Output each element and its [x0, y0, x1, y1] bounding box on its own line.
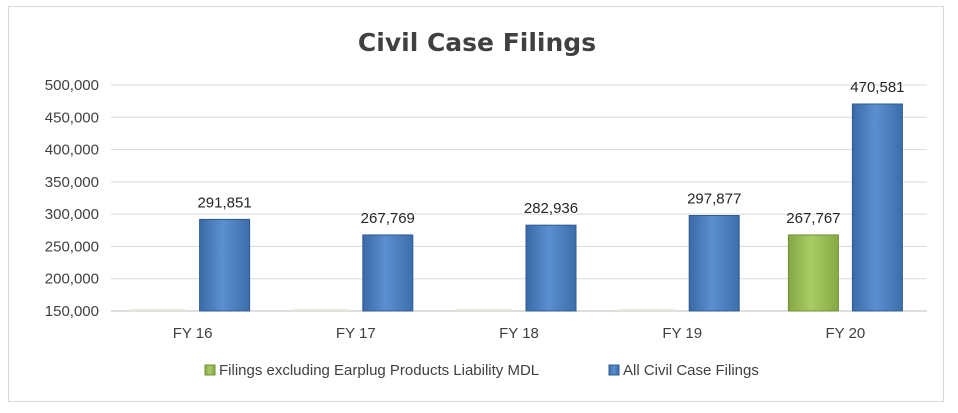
legend-label: Filings excluding Earplug Products Liabi… — [219, 362, 539, 379]
x-tick-label: FY 16 — [173, 325, 213, 342]
data-label: 267,769 — [361, 210, 415, 227]
chart-title: Civil Case Filings — [358, 28, 596, 57]
bar-all-civil-4 — [851, 103, 903, 312]
y-tick-label: 350,000 — [45, 174, 99, 191]
data-label: 470,581 — [850, 79, 904, 96]
y-tick-label: 200,000 — [45, 271, 99, 288]
civil-case-filings-chart: Civil Case Filings 150,000 200,000 250,000… — [45, 28, 927, 379]
data-label: 291,851 — [197, 194, 251, 211]
data-labels: 291,851 267,769 282,936 297,877 267,767 470,5… — [197, 79, 904, 227]
data-label: 267,767 — [786, 210, 840, 227]
bar-all-civil-2 — [525, 224, 577, 312]
data-label: 297,877 — [687, 191, 741, 208]
y-tick-label: 450,000 — [45, 109, 99, 126]
x-tick-label: FY 17 — [336, 325, 376, 342]
legend-swatch — [608, 364, 620, 376]
legend: Filings excluding Earplug Products Liabi… — [204, 362, 759, 379]
bar-all-civil-0 — [199, 218, 251, 312]
x-tick-label: FY 18 — [499, 325, 539, 342]
data-label: 282,936 — [524, 200, 578, 217]
x-axis-ticks: FY 16 FY 17 FY 18 FY 19 FY 20 — [173, 325, 866, 342]
bar-excluding-mdl-4 — [787, 234, 839, 312]
y-axis-ticks: 150,000 200,000 250,000 300,000 350,000 400,0… — [45, 77, 99, 320]
chart-frame: Civil Case Filings 150,000 200,000 250,000… — [8, 6, 944, 402]
legend-label: All Civil Case Filings — [623, 362, 759, 379]
bar-all-civil-3 — [688, 215, 740, 312]
y-tick-label: 300,000 — [45, 206, 99, 223]
bar-all-civil-1 — [362, 234, 414, 312]
bars — [129, 103, 903, 312]
y-tick-label: 500,000 — [45, 77, 99, 94]
x-tick-label: FY 19 — [662, 325, 702, 342]
y-tick-label: 250,000 — [45, 238, 99, 255]
y-tick-label: 150,000 — [45, 303, 99, 320]
y-tick-label: 400,000 — [45, 142, 99, 159]
x-tick-label: FY 20 — [826, 325, 866, 342]
legend-swatch — [204, 364, 216, 376]
